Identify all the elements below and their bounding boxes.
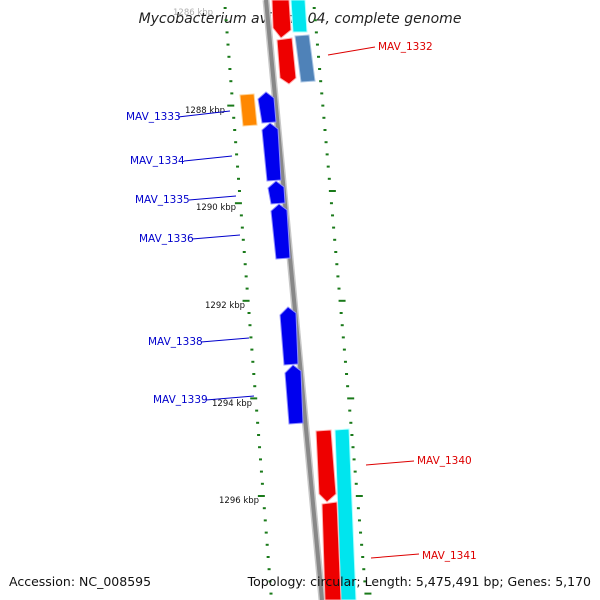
gene-label-mav-1341[interactable]: MAV_1341: [422, 550, 477, 562]
gene-feature-mav-1341[interactable]: [321, 501, 342, 600]
gene-feature-top-cyan[interactable]: [290, 0, 308, 33]
gene-feature-top-red[interactable]: [271, 0, 292, 39]
tick-label-1288: 1288 kbp: [185, 106, 225, 116]
gene-label-mav-1334[interactable]: MAV_1334: [130, 155, 185, 167]
gene-label-mav-1335[interactable]: MAV_1335: [135, 194, 190, 206]
tick-label-top: 1286 kbp: [173, 8, 213, 18]
gene-feature-mav-1340[interactable]: [315, 429, 337, 503]
accession-text: Accession: NC_008595: [9, 574, 151, 589]
tick-marks: [223, 7, 372, 595]
genome-backbone: [262, 0, 326, 600]
tick-label-1290: 1290 kbp: [196, 203, 236, 213]
gene-feature-mav-1336[interactable]: [270, 203, 291, 260]
gene-label-mav-1339[interactable]: MAV_1339: [153, 394, 208, 406]
gene-label-mav-1338[interactable]: MAV_1338: [148, 336, 203, 348]
gene-feature-mav-1334[interactable]: [261, 122, 282, 182]
tick-label-1296: 1296 kbp: [219, 496, 259, 506]
gene-labels: MAV_1332 MAV_1333 MAV_1334 MAV_1335 MAV_…: [126, 41, 477, 562]
gene-features: [239, 0, 357, 600]
gene-feature-mav-1333[interactable]: [239, 93, 258, 127]
gene-feature-steelblue[interactable]: [294, 34, 316, 83]
gene-feature-mav-1338[interactable]: [279, 306, 299, 366]
gene-feature-mav-1339[interactable]: [284, 364, 304, 425]
tick-label-1292: 1292 kbp: [205, 301, 245, 311]
gene-feature-mav-1332[interactable]: [276, 37, 297, 85]
tick-label-1294: 1294 kbp: [212, 399, 252, 409]
gene-label-mav-1332[interactable]: MAV_1332: [378, 41, 433, 53]
genome-summary-text: Topology: circular; Length: 5,475,491 bp…: [247, 574, 591, 589]
gene-label-mav-1340[interactable]: MAV_1340: [417, 455, 472, 467]
gene-feature-mav-1335[interactable]: [267, 180, 286, 205]
gene-feature-mav-1333-blue[interactable]: [257, 91, 277, 124]
tick-labels: 1286 kbp 1288 kbp 1290 kbp 1292 kbp 1294…: [173, 8, 259, 506]
gene-label-mav-1333[interactable]: MAV_1333: [126, 111, 181, 123]
gene-label-mav-1336[interactable]: MAV_1336: [139, 233, 194, 245]
